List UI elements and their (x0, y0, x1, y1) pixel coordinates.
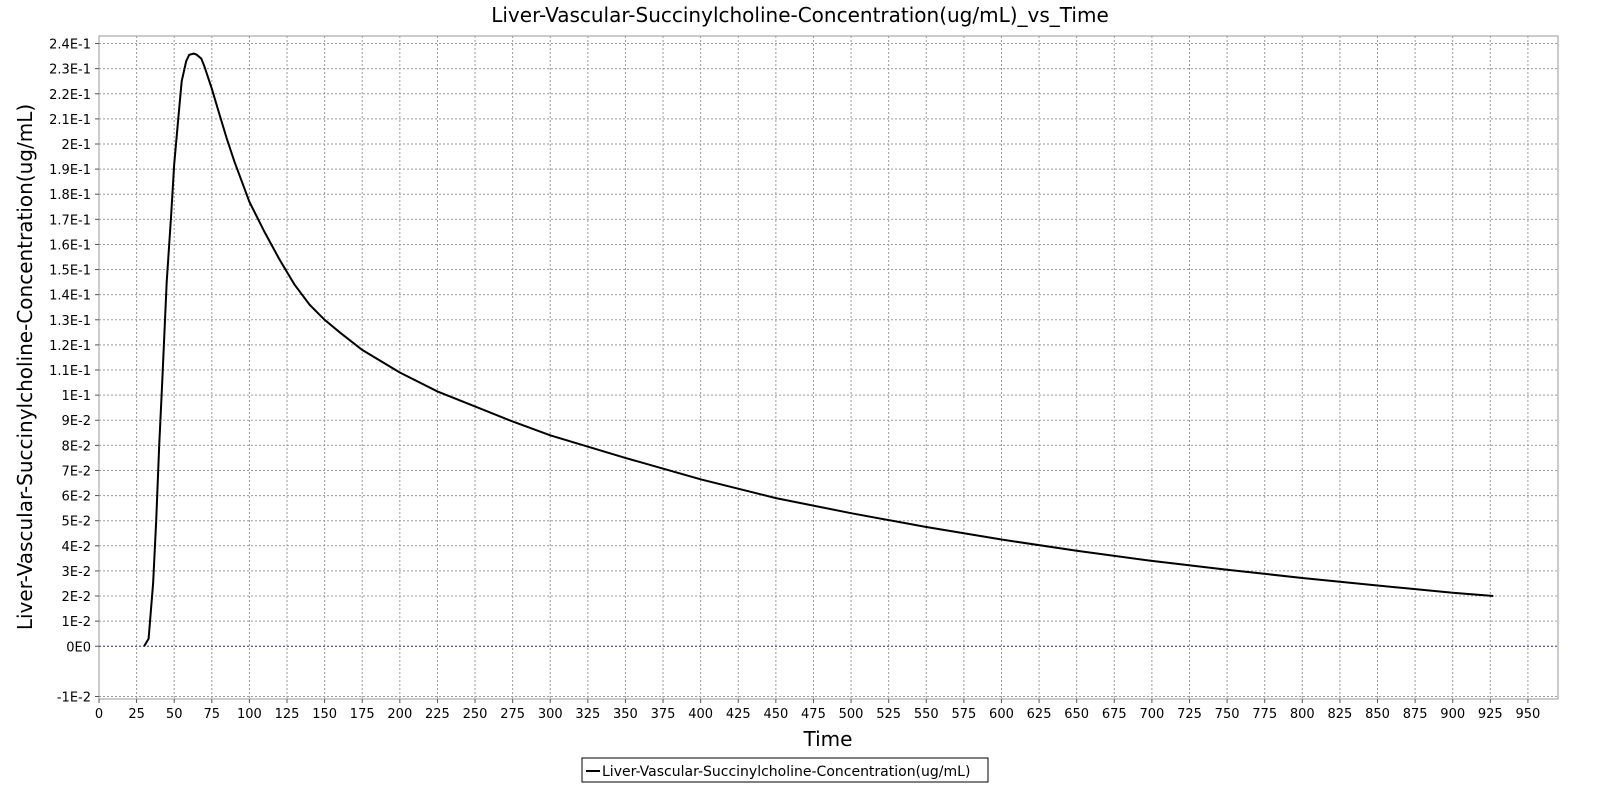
y-tick-label: 6E-2 (62, 490, 91, 505)
x-tick-label: 625 (1027, 707, 1052, 722)
y-tick-label: 1.5E-1 (49, 264, 91, 279)
x-tick-label: 0 (95, 707, 103, 722)
y-tick-label: 2E-2 (62, 590, 91, 605)
x-tick-label: 250 (463, 707, 488, 722)
x-tick-label: 450 (763, 707, 788, 722)
y-axis-label: Liver-Vascular-Succinylcholine-Concentra… (13, 104, 37, 630)
y-tick-label: 1.7E-1 (49, 213, 91, 228)
y-tick-label: 2.4E-1 (49, 38, 91, 53)
x-tick-label: 425 (726, 707, 751, 722)
x-tick-label: 175 (350, 707, 375, 722)
x-tick-label: 275 (500, 707, 525, 722)
x-tick-label: 500 (839, 707, 864, 722)
y-tick-label: 1.3E-1 (49, 314, 91, 329)
x-tick-label: 825 (1327, 707, 1352, 722)
x-tick-label: 575 (951, 707, 976, 722)
x-axis-label: Time (803, 727, 853, 751)
y-tick-label: 1E-2 (62, 615, 91, 630)
x-tick-label: 150 (312, 707, 337, 722)
x-tick-label: 675 (1102, 707, 1127, 722)
y-tick-label: 1.9E-1 (49, 163, 91, 178)
x-gridlines (98, 36, 1529, 699)
legend-box (581, 757, 989, 783)
y-tick-label: 2E-1 (62, 138, 91, 153)
x-tick-label: 325 (575, 707, 600, 722)
x-tick-label: 800 (1290, 707, 1315, 722)
chart-title: Liver-Vascular-Succinylcholine-Concentra… (491, 3, 1109, 27)
x-tick-label: 750 (1215, 707, 1240, 722)
plot-area (98, 35, 1559, 700)
y-tick-label: 1.6E-1 (49, 238, 91, 253)
y-tick-label: 4E-2 (62, 540, 91, 555)
x-tick-label: 100 (237, 707, 262, 722)
x-tick-label: 600 (989, 707, 1014, 722)
y-tick-label: 1.2E-1 (49, 339, 91, 354)
legend-label: Liver-Vascular-Succinylcholine-Concentra… (602, 764, 970, 780)
x-tick-label: 875 (1403, 707, 1428, 722)
legend: Liver-Vascular-Succinylcholine-Concentra… (581, 757, 989, 783)
x-tick-label: 50 (166, 707, 183, 722)
x-axis-ticks: 0 25 50 75 100 125 150 175 200 225 250 275 300 325 350… (95, 699, 1540, 722)
y-tick-label: 8E-2 (62, 439, 91, 454)
x-tick-label: 25 (128, 707, 145, 722)
x-tick-label: 700 (1139, 707, 1164, 722)
x-tick-label: 350 (613, 707, 638, 722)
y-tick-label: 0E0 (66, 640, 91, 655)
y-tick-label: 1.4E-1 (49, 289, 91, 304)
x-tick-label: 850 (1365, 707, 1390, 722)
y-tick-label: 9E-2 (62, 414, 91, 429)
y-tick-label: 7E-2 (62, 464, 91, 479)
x-tick-label: 925 (1478, 707, 1503, 722)
y-tick-label: 1.8E-1 (49, 188, 91, 203)
x-tick-label: 200 (387, 707, 412, 722)
y-tick-label: 1E-1 (62, 389, 91, 404)
y-tick-label: 2.3E-1 (49, 63, 91, 78)
x-tick-label: 900 (1440, 707, 1465, 722)
y-axis-ticks: -1E-2 0E0 1E-2 2E-2 3E-2 4E-2 5E-2 6E-2 7E-2 8E-2… (49, 38, 99, 705)
x-tick-label: 725 (1177, 707, 1202, 722)
y-tick-label: 2.2E-1 (49, 88, 91, 103)
x-tick-label: 75 (204, 707, 221, 722)
x-tick-label: 400 (688, 707, 713, 722)
y-tick-label: 3E-2 (62, 565, 91, 580)
y-tick-label: 1.1E-1 (49, 364, 91, 379)
x-tick-label: 650 (1064, 707, 1089, 722)
x-tick-label: 225 (425, 707, 450, 722)
x-tick-label: 375 (651, 707, 676, 722)
x-tick-label: 525 (876, 707, 901, 722)
x-tick-label: 550 (914, 707, 939, 722)
x-tick-label: 300 (538, 707, 563, 722)
y-tick-label: 2.1E-1 (49, 113, 91, 128)
y-tick-label: 5E-2 (62, 515, 91, 530)
x-tick-label: 950 (1516, 707, 1541, 722)
y-tick-label: -1E-2 (57, 690, 91, 705)
series-line (143, 52, 1494, 647)
plot-background (98, 35, 1559, 700)
x-tick-label: 475 (801, 707, 826, 722)
x-tick-label: 775 (1252, 707, 1277, 722)
x-tick-label: 125 (275, 707, 300, 722)
